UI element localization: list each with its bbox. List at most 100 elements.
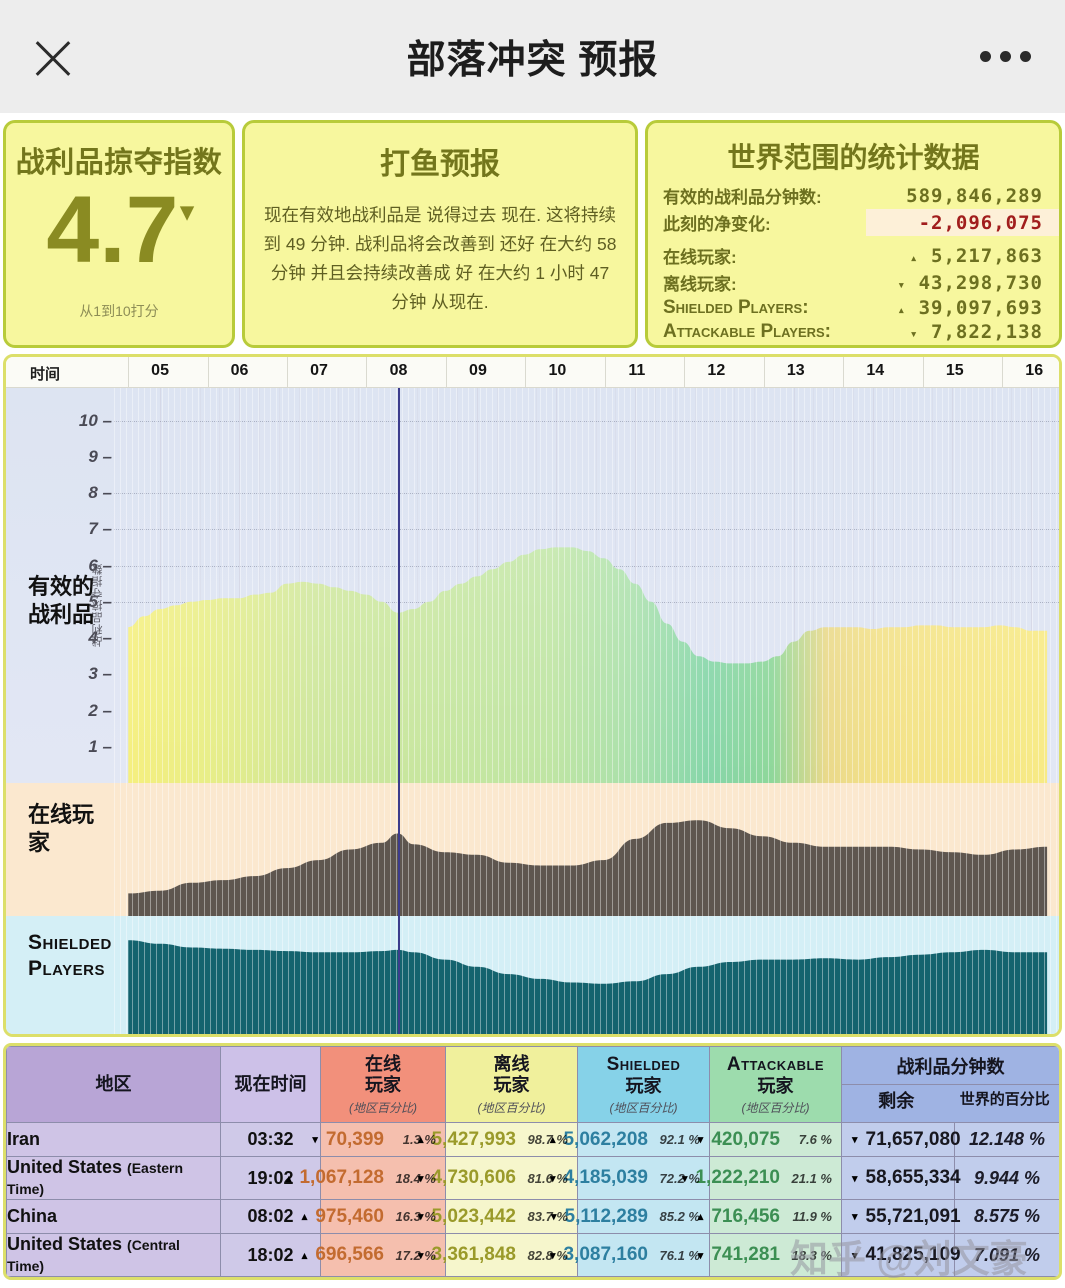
- col-header-online[interactable]: 在线 玩家 (地区百分比): [320, 1046, 446, 1123]
- time-tick-12: 12: [707, 362, 726, 379]
- cell-local-time: 18:02: [220, 1233, 321, 1277]
- cell-local-time: 08:02: [220, 1199, 321, 1234]
- cell-offline-players: ▾ 3,361,848 82.8 %: [418, 1233, 578, 1277]
- loot-y-tick-7: 7: [88, 519, 112, 539]
- table-row[interactable]: United States (Eastern Time) 19:02 ▴ 1,067,…: [6, 1156, 1059, 1200]
- loot-vgridline: [179, 388, 181, 783]
- time-tick-line: [207, 357, 209, 387]
- col-header-loot-minutes[interactable]: 战利品分钟数 剩余 世界的百分比: [840, 1046, 1059, 1123]
- loot-gridline: [114, 493, 1059, 495]
- loot-index-subtitle: 从1到10打分: [79, 303, 159, 320]
- loot-vgridline: [199, 388, 201, 783]
- trend-arrow-icon: ▾: [417, 1249, 424, 1262]
- cell-online-players: ▴ 1,067,128 18.4 %: [286, 1156, 446, 1200]
- col-header-shielded[interactable]: Shielded 玩家 (地区百分比): [577, 1046, 710, 1123]
- shielded-plot-area: [114, 916, 1059, 1034]
- world-stat-label: 在线玩家:: [663, 248, 737, 267]
- world-stat-label: 此刻的净变化:: [663, 215, 771, 234]
- loot-index-value-wrap: 4.7▾: [6, 183, 232, 278]
- time-tick-line: [922, 357, 924, 387]
- loot-vgridline: [932, 388, 934, 783]
- col-header-time[interactable]: 现在时间: [220, 1046, 321, 1123]
- col-header-attackable[interactable]: Attackable 玩家 (地区百分比): [709, 1046, 842, 1123]
- time-tick-05: 05: [151, 362, 169, 379]
- time-tick-16: 16: [1025, 362, 1044, 379]
- trend-arrow-icon: ▾: [909, 327, 919, 342]
- loot-index-card: 战利品掠夺指数 4.7▾ 从1到10打分: [3, 120, 235, 348]
- now-time-marker-shielded: [398, 916, 401, 1034]
- cell-loot-remaining: ▾ 55,721,091: [841, 1199, 961, 1234]
- trend-arrow-icon: ▾: [312, 1134, 318, 1146]
- now-time-marker-online: [398, 783, 401, 916]
- loot-vgridline: [912, 388, 914, 783]
- time-tick-14: 14: [866, 362, 885, 379]
- time-tick-11: 11: [628, 362, 646, 379]
- online-plot-area: [114, 783, 1059, 916]
- col-header-offline[interactable]: 离线 玩家 (地区百分比): [445, 1046, 578, 1123]
- loot-vgridline: [397, 388, 399, 783]
- online-players-label: 在线玩 家: [28, 802, 95, 855]
- loot-vgridline: [892, 388, 894, 783]
- time-tick-line: [366, 357, 368, 387]
- loot-vgridline: [991, 388, 993, 783]
- trend-arrow-icon: ▴: [285, 1172, 292, 1185]
- cell-online-players: ▴ 975,460 16.3 %: [302, 1199, 446, 1234]
- loot-y-tick-4: 4: [88, 628, 112, 648]
- table-row[interactable]: Iran 03:32 ▾ 70,399 1.3 % ▴ 5,427,993 98.7 % ▴ 5,…: [6, 1122, 1059, 1157]
- col-header-region[interactable]: 地区: [6, 1046, 221, 1123]
- time-tick-line: [287, 357, 289, 387]
- loot-plot-area: [114, 388, 1059, 783]
- loot-y-tick-3: 3: [88, 664, 112, 684]
- cell-local-time: 03:32: [220, 1122, 321, 1157]
- cell-loot-world-pct: 9.944 %: [953, 1156, 1059, 1200]
- loot-vgridline: [734, 388, 736, 783]
- loot-y-tick-6: 6: [88, 556, 112, 576]
- world-stat-value: ▴ 5,217,863: [909, 244, 1043, 267]
- loot-y-tick-5: 5: [88, 592, 112, 612]
- loot-vgridline: [694, 388, 696, 783]
- cell-shielded-players: ▾ 4,185,039 72.2 %: [550, 1156, 710, 1200]
- time-tick-line: [604, 357, 606, 387]
- cell-shielded-players: ▾ 3,087,160 76.1 %: [550, 1233, 710, 1277]
- table-row[interactable]: China 08:02 ▴ 975,460 16.3 % ▾ 5,023,442 83.7 %…: [6, 1199, 1059, 1234]
- loot-vgridline: [417, 388, 419, 783]
- time-tick-09: 09: [469, 362, 487, 379]
- trend-arrow-icon: ▾: [852, 1211, 858, 1223]
- loot-vgridline: [971, 388, 973, 783]
- cell-region: United States (Eastern Time): [6, 1156, 221, 1200]
- loot-y-tick-10: 10: [79, 411, 112, 431]
- trend-arrow-icon: ▾: [417, 1211, 424, 1223]
- now-time-marker: [398, 388, 401, 783]
- loot-vgridline: [655, 388, 657, 783]
- time-tick-line: [525, 357, 527, 387]
- loot-panel-label: 有效的 战利品: [28, 574, 95, 627]
- loot-vgridline: [952, 388, 954, 783]
- cell-offline-players: ▾ 5,023,442 83.7 %: [418, 1199, 578, 1234]
- cell-offline-players: ▾ 4,730,606 81.6 %: [418, 1156, 578, 1200]
- world-stats-title: 世界范围的统计数据: [727, 142, 980, 173]
- trend-arrow-icon: ▴: [301, 1211, 308, 1223]
- loot-vgridline: [813, 388, 815, 783]
- shielded-players-panel: Shielded Players: [6, 916, 1059, 1034]
- time-tick-line: [843, 357, 845, 387]
- loot-index-value: 4.7: [46, 177, 179, 283]
- time-tick-10: 10: [548, 362, 567, 379]
- cell-loot-world-pct: 12.148 %: [953, 1122, 1059, 1157]
- loot-vgridline: [714, 388, 716, 783]
- trend-arrow-icon: ▾: [549, 1249, 556, 1262]
- cell-loot-world-pct: 8.575 %: [953, 1199, 1059, 1234]
- loot-vgridline: [377, 388, 379, 783]
- more-options-icon[interactable]: [980, 51, 1031, 62]
- trend-arrow-icon: ▴: [909, 250, 919, 266]
- loot-y-tick-8: 8: [88, 483, 112, 503]
- cell-attackable-players: ▴ 716,456 11.9 %: [698, 1199, 842, 1234]
- world-stat-label: 离线玩家:: [663, 275, 737, 294]
- loot-gridline: [114, 529, 1059, 531]
- trend-arrow-icon: ▾: [897, 277, 907, 293]
- cell-region: Iran: [6, 1122, 221, 1157]
- trend-arrow-icon: ▾: [852, 1134, 858, 1146]
- table-row[interactable]: United States (Central Time) 18:02 ▴ 696,56…: [6, 1233, 1059, 1277]
- trend-arrow-icon: ▴: [549, 1134, 556, 1146]
- cell-shielded-players: ▴ 5,062,208 92.1 %: [550, 1122, 710, 1157]
- fishing-forecast-body: 现在有效地战利品是 说得过去 现在. 这将持续到 49 分钟. 战利品将会改善到…: [263, 205, 617, 312]
